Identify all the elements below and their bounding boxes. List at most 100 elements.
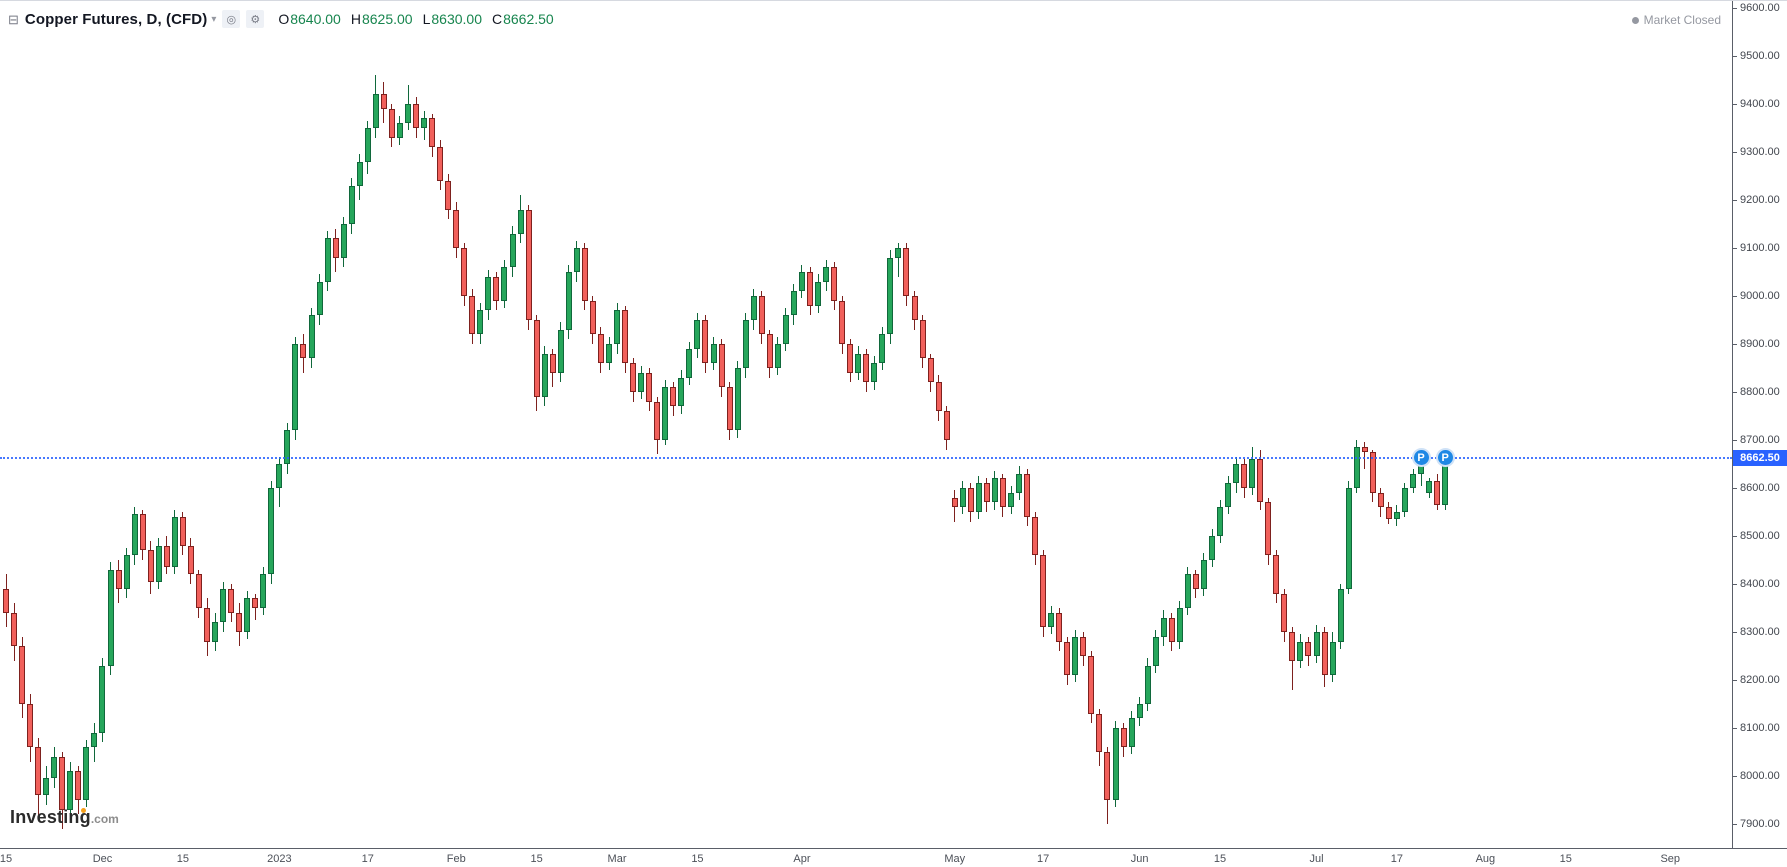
chevron-down-icon[interactable]: ▾ bbox=[211, 13, 217, 25]
candle-body bbox=[855, 353, 862, 373]
candle-body bbox=[1184, 574, 1191, 608]
candle-body bbox=[525, 209, 532, 320]
candle-body bbox=[1401, 488, 1408, 512]
candle-body bbox=[1217, 507, 1224, 536]
time-tick-label: 15 bbox=[0, 853, 13, 865]
candle-body bbox=[710, 344, 717, 364]
candle-body bbox=[678, 377, 685, 407]
candle-body bbox=[517, 209, 524, 234]
price-tick-label: 8200.00 bbox=[1740, 673, 1780, 686]
candle-body bbox=[758, 296, 765, 335]
time-axis[interactable] bbox=[0, 848, 1787, 849]
candle-body bbox=[1257, 459, 1264, 503]
candle-body bbox=[340, 224, 347, 258]
candle-body bbox=[147, 550, 154, 582]
candle-body bbox=[1008, 492, 1014, 508]
last-price-badge: 8662.50 bbox=[1733, 450, 1787, 466]
time-tick-label: 15 bbox=[1213, 853, 1227, 865]
candle-body bbox=[951, 497, 958, 508]
candle-body bbox=[815, 281, 822, 306]
candle-body bbox=[1281, 593, 1288, 632]
price-tick bbox=[1732, 343, 1737, 345]
logo-orange-dot-icon bbox=[81, 808, 86, 813]
candle-body bbox=[1209, 536, 1215, 560]
candle-body bbox=[967, 488, 974, 512]
position-marker-p[interactable]: P bbox=[1435, 448, 1455, 467]
candle-body bbox=[573, 248, 580, 272]
price-tick-label: 8500.00 bbox=[1740, 529, 1780, 542]
candle-body bbox=[1200, 560, 1207, 589]
price-tick-label: 7900.00 bbox=[1740, 817, 1780, 830]
candle-wick bbox=[897, 243, 899, 277]
candle-body bbox=[163, 545, 170, 568]
candlestick-plot-area[interactable] bbox=[0, 1, 1732, 848]
candle-body bbox=[646, 372, 653, 402]
gear-icon[interactable]: ⚙ bbox=[246, 10, 265, 28]
candle-body bbox=[67, 771, 74, 810]
price-tick-label: 8600.00 bbox=[1740, 481, 1780, 494]
candle-body bbox=[91, 732, 98, 748]
collapse-legend-icon[interactable]: ⊟ bbox=[8, 11, 19, 27]
candle-body bbox=[541, 353, 548, 397]
symbol-title[interactable]: Copper Futures, D, (CFD) bbox=[24, 10, 208, 28]
price-tick bbox=[1732, 7, 1737, 9]
time-tick-label: Aug bbox=[1475, 853, 1496, 865]
candle-body bbox=[1040, 555, 1047, 628]
position-marker-p[interactable]: P bbox=[1411, 448, 1431, 467]
candle-body bbox=[790, 291, 797, 316]
candle-body bbox=[774, 344, 781, 368]
logo-suffix: .com bbox=[90, 812, 119, 826]
price-tick-label: 9400.00 bbox=[1740, 97, 1780, 110]
eye-icon[interactable]: ◎ bbox=[222, 10, 241, 28]
investing-com-logo: Investing .com bbox=[10, 807, 119, 828]
candle-body bbox=[485, 276, 492, 311]
candle-body bbox=[1192, 574, 1199, 589]
candle-body bbox=[509, 233, 516, 268]
candle-body bbox=[396, 123, 403, 138]
time-tick-label: 15 bbox=[691, 853, 704, 865]
candle-body bbox=[1434, 480, 1441, 505]
candle-body bbox=[1168, 617, 1175, 642]
candle-body bbox=[630, 363, 637, 392]
candle-body bbox=[1112, 728, 1119, 800]
candle-body bbox=[413, 104, 420, 128]
candle-body bbox=[429, 118, 436, 148]
time-tick-label: Sep bbox=[1660, 853, 1681, 865]
candle-body bbox=[831, 267, 838, 301]
time-tick-label: 17 bbox=[1390, 853, 1404, 865]
candle-body bbox=[477, 310, 484, 335]
candle-body bbox=[1080, 636, 1087, 656]
candle-body bbox=[807, 272, 813, 306]
candle-body bbox=[1329, 641, 1336, 676]
candle-body bbox=[139, 514, 146, 551]
candle-body bbox=[1024, 473, 1031, 517]
candle-body bbox=[549, 353, 556, 373]
price-axis[interactable] bbox=[1732, 1, 1733, 848]
candle-body bbox=[975, 483, 982, 512]
candle-body bbox=[702, 320, 709, 364]
price-tick bbox=[1732, 199, 1737, 201]
candle-body bbox=[766, 334, 773, 368]
candle-body bbox=[1233, 464, 1240, 484]
time-tick-label: 17 bbox=[1037, 853, 1050, 865]
candle-body bbox=[493, 276, 500, 301]
logo-text: Investing bbox=[10, 807, 91, 827]
time-tick-label: 15 bbox=[176, 853, 189, 865]
price-tick-label: 8300.00 bbox=[1740, 625, 1780, 638]
candle-body bbox=[43, 778, 50, 796]
time-tick-label: 15 bbox=[1559, 853, 1572, 865]
candle-body bbox=[308, 315, 315, 359]
candle-body bbox=[1265, 502, 1272, 556]
candle-body bbox=[622, 310, 629, 364]
candle-body bbox=[1377, 492, 1384, 508]
candle-body bbox=[1064, 641, 1071, 676]
candle-body bbox=[1225, 483, 1232, 508]
price-tick bbox=[1732, 583, 1737, 585]
candle-body bbox=[895, 248, 902, 258]
candle-body bbox=[999, 478, 1006, 508]
price-tick bbox=[1732, 151, 1737, 153]
price-tick bbox=[1732, 631, 1737, 633]
candle-body bbox=[276, 464, 283, 488]
candle-body bbox=[1120, 728, 1127, 748]
price-tick-label: 9300.00 bbox=[1740, 145, 1780, 158]
